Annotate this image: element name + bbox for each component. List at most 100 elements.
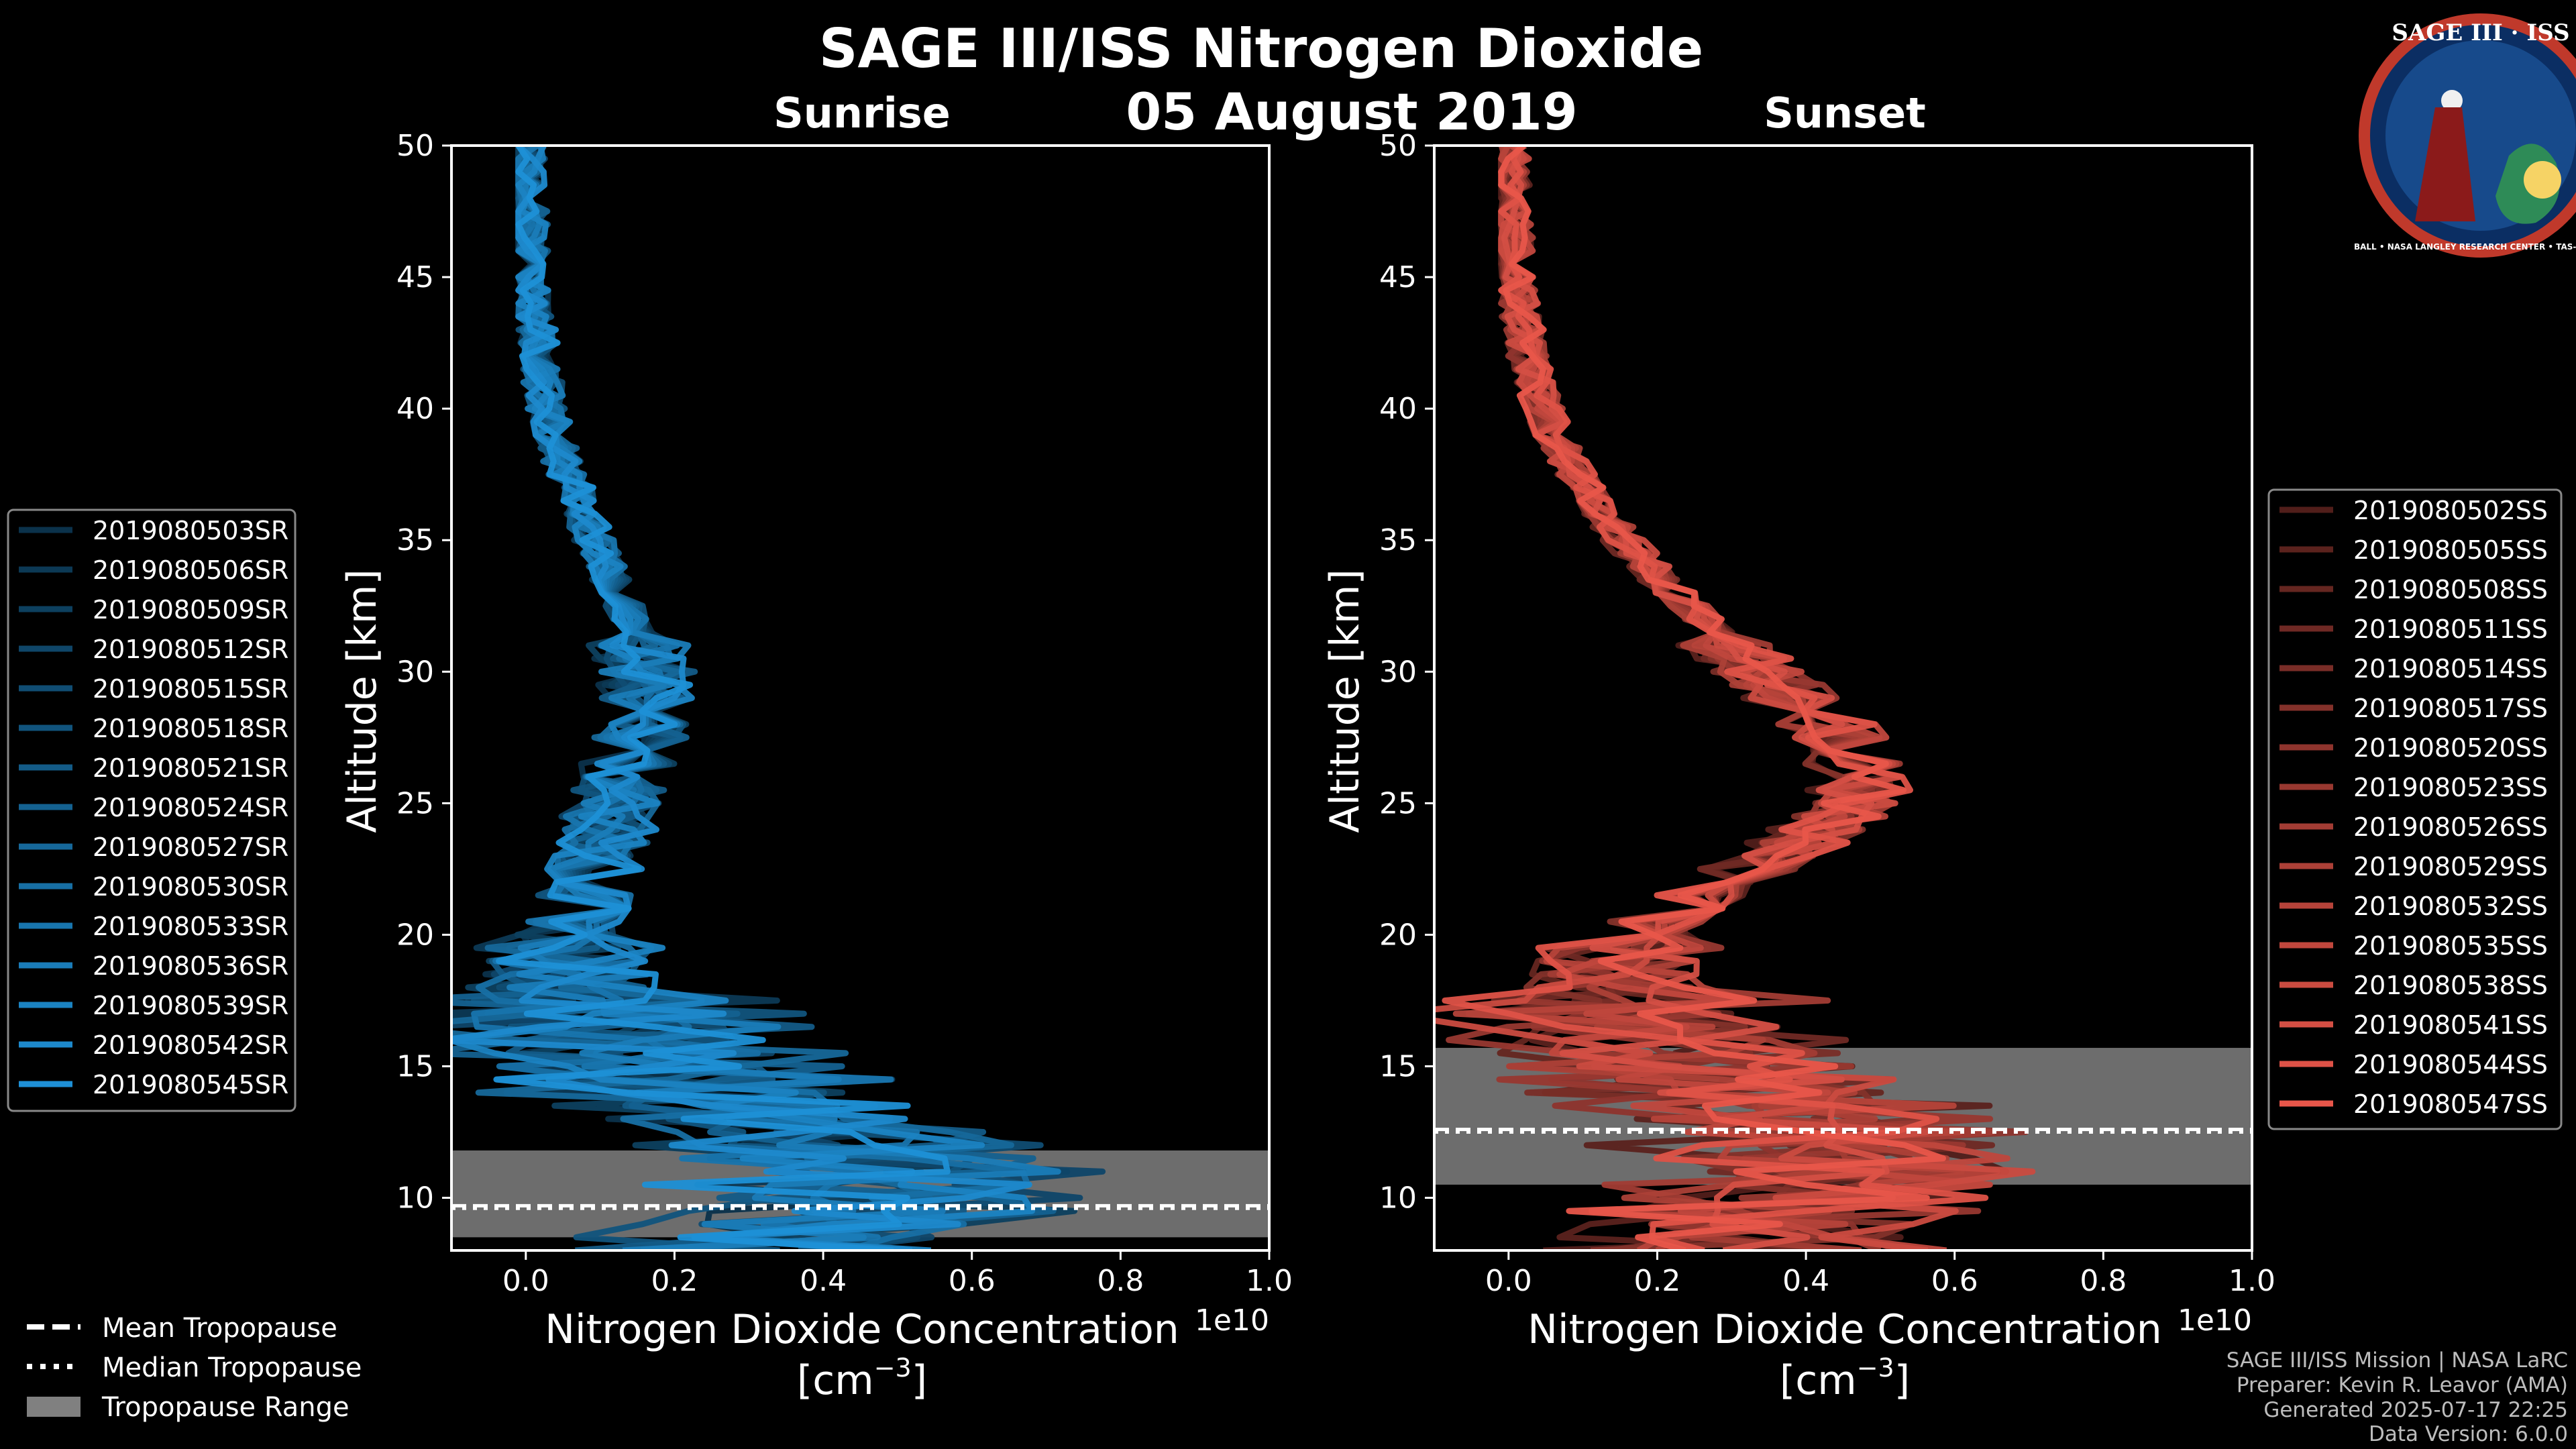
sr-profile-2019080545SR — [493, 146, 951, 1250]
sr-ytick-label: 50 — [396, 129, 434, 163]
legend-label-2019080508SS: 2019080508SS — [2353, 575, 2548, 604]
sunset-legend-frame — [2267, 488, 2563, 1130]
legend-label-2019080545SR: 2019080545SR — [93, 1070, 288, 1099]
legend-label-2019080523SS: 2019080523SS — [2353, 773, 2548, 802]
sunrise-offset-text: 1e10 — [1195, 1303, 1269, 1338]
legend-label-2019080517SS: 2019080517SS — [2353, 694, 2548, 723]
figure-title: SAGE III/ISS Nitrogen Dioxide — [819, 17, 1703, 80]
legend-label-2019080514SS: 2019080514SS — [2353, 654, 2548, 684]
ss-ytick-label: 35 — [1379, 523, 1417, 557]
credit-mission: SAGE III/ISS Mission | NASA LaRC — [2226, 1348, 2568, 1373]
ss-ytick-label: 30 — [1379, 655, 1417, 689]
sunrise-legend: 2019080503SR 2019080506SR 2019080509SR 2019… — [7, 508, 297, 1112]
sunset-offset-text: 1e10 — [2178, 1303, 2252, 1338]
sunrise-xlabel: Nitrogen Dioxide Concentration — [545, 1306, 1179, 1353]
legend-label-2019080547SS: 2019080547SS — [2353, 1089, 2548, 1119]
sr-xtick-label: 0.2 — [651, 1264, 698, 1298]
sr-xtick-label: 0.8 — [1097, 1264, 1144, 1298]
sr-xtick-label: 0.6 — [949, 1264, 996, 1298]
legend-label-2019080506SR: 2019080506SR — [93, 555, 288, 585]
legend-label-2019080512SR: 2019080512SR — [93, 635, 288, 664]
legend-label-2019080529SS: 2019080529SS — [2353, 852, 2548, 881]
ss-ytick-label: 15 — [1379, 1050, 1417, 1084]
ss-ytick-label: 40 — [1379, 392, 1417, 426]
ss-xtick-label: 0.8 — [2080, 1264, 2127, 1298]
sr-ytick-label: 20 — [396, 918, 434, 952]
ss-xtick-label: 0.6 — [1931, 1264, 1978, 1298]
sr-ytick-label: 10 — [396, 1181, 434, 1216]
credits: SAGE III/ISS Mission | NASA LaRC Prepare… — [2226, 1348, 2568, 1446]
ss-profile-2019080541SS — [1501, 146, 1893, 1250]
legend-label-2019080520SS: 2019080520SS — [2353, 733, 2548, 763]
legend-label-2019080533SR: 2019080533SR — [93, 912, 288, 941]
sunset-plot-area: 0.0 0.2 0.4 0.6 0.8 1.0 10 15 20 25 30 35 40 45 50 — [1379, 129, 2275, 1298]
sr-ytick-label: 30 — [396, 655, 434, 689]
ss-ytick-label: 25 — [1379, 786, 1417, 820]
ss-ytick-label: 45 — [1379, 260, 1417, 294]
legend-label-2019080539SR: 2019080539SR — [93, 991, 288, 1020]
sunrise-legend-frame — [7, 508, 297, 1112]
legend-label-2019080515SR: 2019080515SR — [93, 674, 288, 704]
legend-label-2019080526SS: 2019080526SS — [2353, 812, 2548, 842]
sr-xtick-label: 0.4 — [800, 1264, 847, 1298]
ss-xtick-label: 0.4 — [1782, 1264, 1829, 1298]
sr-profile-2019080539SR — [451, 146, 1035, 1250]
sunset-legend: 2019080502SS 2019080505SS 2019080508SS 2019… — [2267, 488, 2563, 1130]
legend-label-2019080536SR: 2019080536SR — [93, 951, 288, 981]
sr-xtick-label: 1.0 — [1246, 1264, 1293, 1298]
ss-ytick-label: 10 — [1379, 1181, 1417, 1216]
sunset-panel: Sunset 0.0 0.2 0.4 0.6 0.8 1.0 10 15 20 25 30 35 40 4… — [1322, 89, 2275, 1404]
legend-label-2019080542SR: 2019080542SR — [93, 1030, 288, 1060]
legend-label-2019080505SS: 2019080505SS — [2353, 535, 2548, 565]
ss-ytick-label: 20 — [1379, 918, 1417, 952]
ss-profile-2019080547SS — [1498, 146, 1946, 1250]
sunrise-plot-area: 0.0 0.2 0.4 0.6 0.8 1.0 10 15 20 25 30 35 40 45 50 — [396, 129, 1293, 1298]
legend-label-2019080544SS: 2019080544SS — [2353, 1050, 2548, 1079]
legend-label-2019080538SS: 2019080538SS — [2353, 971, 2548, 1000]
ss-xtick-label: 0.0 — [1485, 1264, 1532, 1298]
legend-label-2019080518SR: 2019080518SR — [93, 714, 288, 743]
credit-generated: Generated 2025-07-17 22:25 — [2263, 1398, 2568, 1422]
ss-xtick-label: 0.2 — [1633, 1264, 1680, 1298]
legend-label-2019080509SR: 2019080509SR — [93, 595, 288, 625]
legend-label-2019080527SR: 2019080527SR — [93, 833, 288, 862]
mean-tropopause-label: Mean Tropopause — [102, 1313, 337, 1344]
ss-profile-2019080544SS — [1442, 146, 1989, 1250]
tropopause-range-label: Tropopause Range — [101, 1392, 350, 1423]
ss-ytick-label: 50 — [1379, 129, 1417, 163]
sr-ytick-label: 35 — [396, 523, 434, 557]
legend-label-2019080511SS: 2019080511SS — [2353, 614, 2548, 644]
credit-version: Data Version: 6.0.0 — [2369, 1422, 2568, 1446]
logo-moon-icon — [2441, 90, 2463, 111]
legend-label-2019080541SS: 2019080541SS — [2353, 1010, 2548, 1040]
sr-ytick-label: 45 — [396, 260, 434, 294]
legend-label-2019080530SR: 2019080530SR — [93, 872, 288, 902]
logo-figure-icon — [2415, 107, 2475, 221]
tropopause-range-swatch — [27, 1397, 80, 1417]
sunrise-xunit: [cm−3] — [797, 1353, 927, 1404]
legend-label-2019080535SS: 2019080535SS — [2353, 931, 2548, 961]
ss-profile-2019080523SS — [1446, 146, 1994, 1250]
figure-date: 05 August 2019 — [1126, 82, 1577, 142]
sage-iii-iss-logo: SAGE III · ISS BALL • NASA LANGLEY RESEA… — [2354, 13, 2576, 258]
ss-axes-frame — [1433, 144, 2253, 1252]
sr-ytick-label: 40 — [396, 392, 434, 426]
sunset-xlabel: Nitrogen Dioxide Concentration — [1527, 1306, 2162, 1353]
legend-label-2019080532SS: 2019080532SS — [2353, 892, 2548, 921]
sr-ytick-label: 15 — [396, 1050, 434, 1084]
credit-preparer: Preparer: Kevin R. Leavor (AMA) — [2237, 1373, 2568, 1397]
sr-axes-frame — [450, 144, 1271, 1252]
legend-label-2019080503SR: 2019080503SR — [93, 516, 288, 545]
sunrise-panel: Sunrise 0.0 0.2 0.4 0.6 0.8 1.0 10 15 20 25 30 35 40… — [339, 89, 1293, 1404]
logo-ring-text: BALL • NASA LANGLEY RESEARCH CENTER • TA… — [2354, 242, 2576, 252]
sunrise-ylabel: Altitude [km] — [339, 569, 386, 833]
legend-label-2019080502SS: 2019080502SS — [2353, 496, 2548, 525]
tropopause-legend: Mean Tropopause Median Tropopause Tropop… — [27, 1313, 362, 1423]
ss-xtick-label: 1.0 — [2229, 1264, 2275, 1298]
sunrise-title: Sunrise — [773, 89, 951, 138]
sunset-title: Sunset — [1764, 89, 1926, 138]
sr-ytick-label: 25 — [396, 786, 434, 820]
sunset-xunit: [cm−3] — [1780, 1353, 1910, 1404]
legend-label-2019080521SR: 2019080521SR — [93, 753, 288, 783]
